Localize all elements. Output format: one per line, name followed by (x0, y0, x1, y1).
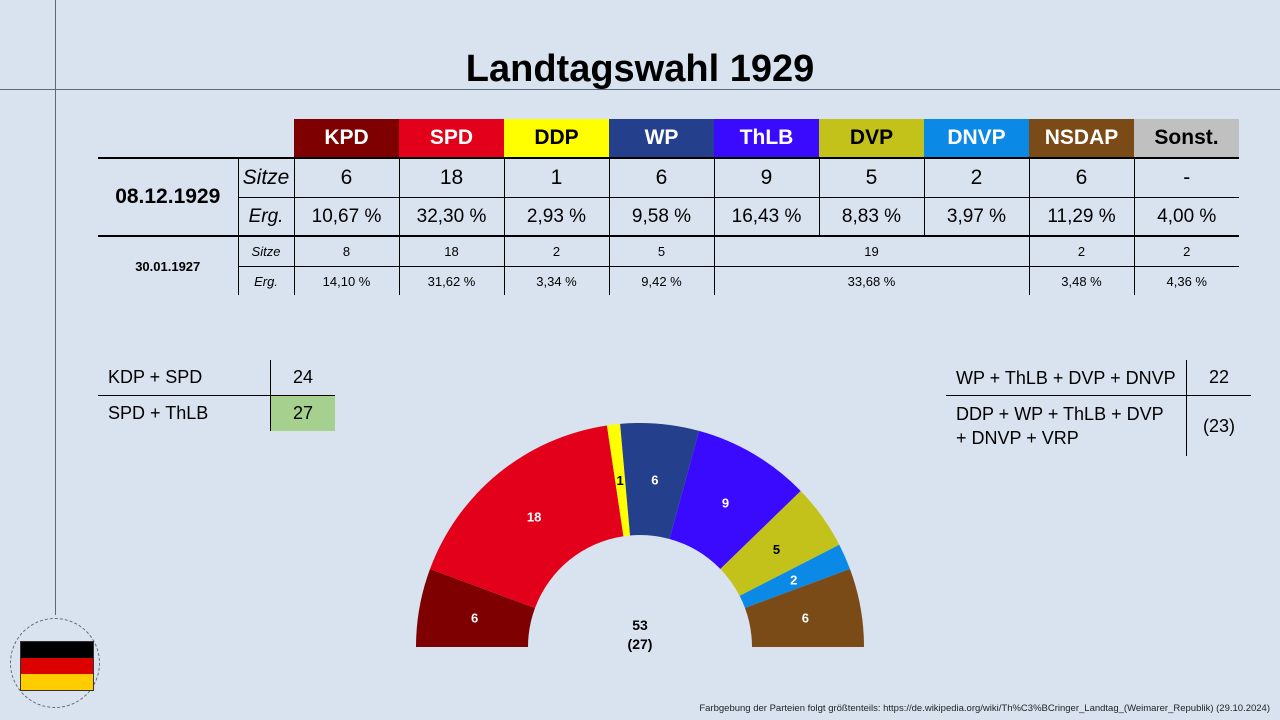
coalition-seats: (23) (1186, 395, 1251, 456)
row-1927-results: Erg. 14,10 % 31,62 % 3,34 % 9,42 % 33,68 % 3,… (98, 266, 1239, 295)
segment-wp (620, 423, 700, 539)
german-flag-badge (10, 618, 100, 708)
header-spacer (98, 119, 238, 158)
party-header-wp: WP (609, 119, 714, 158)
flag-icon (20, 641, 94, 691)
total-seats-label: 53 (632, 617, 648, 633)
table-cell: 31,62 % (399, 266, 505, 295)
row-1929-seats: 08.12.1929 Sitze 6 18 1 6 9 5 2 6- (98, 157, 1239, 236)
coalition-seats: 24 (292, 367, 314, 387)
table-cell: 33,68 % (714, 266, 1030, 295)
table-cell: 32,30 % (399, 197, 505, 236)
coalition-row: SPD + ThLB 27 (98, 395, 335, 431)
segment-dvp (720, 490, 840, 596)
segment-spd (430, 425, 624, 609)
table-cell: 18 (399, 235, 505, 267)
segment-thlb (669, 430, 801, 569)
party-header-spd: SPD (399, 119, 504, 158)
table-cell: 2 (1134, 235, 1239, 267)
table-cell: 6 (294, 157, 400, 198)
party-header-thlb: ThLB (714, 119, 819, 158)
flag-stripe (21, 658, 93, 674)
table-cell: 8,83 % (819, 197, 925, 236)
date-1929: 08.12.1929 (98, 157, 239, 236)
table-cell: 11,29 % (1029, 197, 1135, 236)
page-title: Landtagswahl 1929 (465, 48, 815, 90)
row-1927-seats: 30.01.1927 Sitze 8 18 2 5 19 2 2 (98, 235, 1239, 295)
party-header-kpd: KPD (294, 119, 399, 158)
table-cell: 5 (609, 235, 715, 267)
table-cell: 16,43 % (714, 197, 820, 236)
table-cell: 10,67 % (294, 197, 400, 236)
table-cell: 3,97 % (924, 197, 1030, 236)
label-result: Erg. (238, 197, 295, 236)
table-cell: 2 (1029, 235, 1135, 267)
guide-line-horizontal (0, 89, 1280, 90)
table-cell: 6 (609, 157, 715, 198)
segment-label-wp: 6 (651, 473, 658, 488)
segment-label-nsdap: 6 (802, 610, 809, 625)
row-1929-results: Erg. 10,67 % 32,30 % 2,93 % 9,58 % 16,43 % 8,… (98, 197, 1239, 236)
coalition-seats: 22 (1208, 367, 1230, 387)
coalition-table-left: KDP + SPD 24 SPD + ThLB 27 (98, 360, 335, 431)
table-cell: 14,10 % (294, 266, 400, 295)
table-cell: 6 (1029, 157, 1135, 198)
source-footnote: Farbgebung der Parteien folgt größtentei… (699, 703, 1270, 714)
segment-label-dvp: 5 (773, 542, 780, 557)
label-seats: Sitze (238, 235, 295, 267)
segment-label-dnvp: 2 (790, 572, 797, 587)
party-header-dnvp: DNVP (924, 119, 1029, 158)
table-cell: 18 (399, 157, 505, 198)
party-header-row: KPD SPD DDP WP ThLB DVP DNVP NSDAP Sonst. (98, 119, 1239, 158)
coalition-row: DDP + WP + ThLB + DVP + DNVP + VRP (23) (946, 395, 1251, 456)
label-result: Erg. (238, 266, 295, 295)
table-cell: 3,48 % (1029, 266, 1135, 295)
table-cell: 9 (714, 157, 820, 198)
table-cell: 9,58 % (609, 197, 715, 236)
date-1927: 30.01.1927 (98, 235, 239, 295)
segment-kpd (416, 569, 536, 647)
label-seats: Sitze (238, 157, 295, 198)
coalition-name: WP + ThLB + DVP + DNVP (946, 360, 1187, 396)
segment-label-ddp: 1 (617, 473, 624, 488)
table-cell: 2 (924, 157, 1030, 198)
party-header-ddp: DDP (504, 119, 609, 158)
segment-nsdap (744, 569, 864, 647)
table-cell: 4,00 % (1134, 197, 1239, 236)
table-cell: 3,34 % (504, 266, 610, 295)
flag-stripe (21, 642, 93, 658)
coalition-row: WP + ThLB + DVP + DNVP 22 (946, 360, 1251, 396)
party-header-sonst: Sonst. (1134, 119, 1239, 158)
table-cell: 2 (504, 235, 610, 267)
table-cell: 19 (714, 235, 1030, 267)
seat-distribution-chart: 6 18 1 6 9 52 6 53 (27) (416, 423, 864, 652)
segment-ddp (606, 423, 631, 537)
table-cell: - (1134, 157, 1239, 198)
segment-label-spd: 18 (527, 510, 541, 525)
coalition-table-right: WP + ThLB + DVP + DNVP 22 DDP + WP + ThL… (946, 360, 1251, 456)
segment-label-thlb: 9 (722, 495, 729, 510)
coalition-name: KDP + SPD (98, 360, 271, 396)
segment-label-kpd: 6 (471, 610, 478, 625)
coalition-seats-majority: 27 (270, 395, 335, 431)
party-header-nsdap: NSDAP (1029, 119, 1134, 158)
segment-dnvp (739, 544, 850, 609)
coalition-name: SPD + ThLB (98, 395, 271, 431)
majority-label: (27) (628, 636, 653, 652)
table-cell: 9,42 % (609, 266, 715, 295)
flag-stripe (21, 674, 93, 690)
party-header-dvp: DVP (819, 119, 924, 158)
results-table: KPD SPD DDP WP ThLB DVP DNVP NSDAP Sonst. 08.12.… (98, 119, 1239, 295)
table-cell: 2,93 % (504, 197, 610, 236)
table-cell: 5 (819, 157, 925, 198)
coalition-row: KDP + SPD 24 (98, 360, 335, 396)
guide-line-vertical (55, 0, 56, 615)
table-cell: 1 (504, 157, 610, 198)
table-cell: 8 (294, 235, 400, 267)
coalition-name: DDP + WP + ThLB + DVP + DNVP + VRP (946, 395, 1187, 456)
table-cell: 4,36 % (1134, 266, 1239, 295)
header-spacer (238, 119, 294, 158)
